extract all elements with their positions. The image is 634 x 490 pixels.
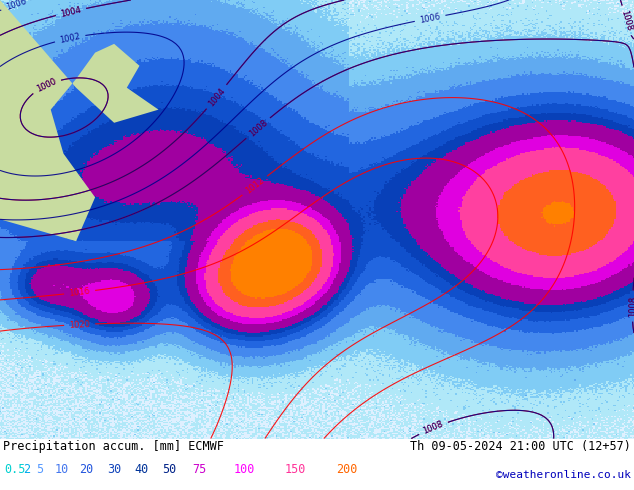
Text: 10: 10 [55,463,69,476]
Text: 1008: 1008 [628,295,634,317]
Text: 0.5: 0.5 [4,463,25,476]
Text: 75: 75 [192,463,206,476]
Text: 1004: 1004 [60,5,82,19]
Text: 1000: 1000 [35,77,58,94]
Text: 1008: 1008 [422,419,445,436]
Text: 1004: 1004 [60,5,82,19]
Text: 1008: 1008 [247,118,269,138]
Text: 1002: 1002 [59,32,81,45]
Text: 1008: 1008 [619,9,633,32]
Text: 20: 20 [79,463,93,476]
Text: 1016: 1016 [68,287,91,298]
Text: 1008: 1008 [628,295,634,317]
Text: 1004: 1004 [207,86,227,108]
Text: 1008: 1008 [619,9,633,32]
Text: ©weatheronline.co.uk: ©weatheronline.co.uk [496,470,631,480]
Text: 1000: 1000 [35,77,58,94]
Text: 2: 2 [23,463,30,476]
Text: 1012: 1012 [244,176,266,196]
Text: 5: 5 [36,463,43,476]
Text: 50: 50 [162,463,176,476]
Text: 40: 40 [134,463,148,476]
Text: Precipitation accum. [mm] ECMWF: Precipitation accum. [mm] ECMWF [3,440,224,453]
Polygon shape [0,0,158,241]
Text: 1008: 1008 [422,419,445,436]
Text: 1004: 1004 [207,86,227,108]
Text: 30: 30 [107,463,121,476]
Text: 1008: 1008 [247,118,269,138]
Text: 1006: 1006 [4,0,27,12]
Text: 150: 150 [285,463,306,476]
Text: 100: 100 [234,463,256,476]
Text: 1020: 1020 [69,319,91,330]
Text: Th 09-05-2024 21:00 UTC (12+57): Th 09-05-2024 21:00 UTC (12+57) [410,440,631,453]
Text: 1006: 1006 [419,12,441,25]
Text: 200: 200 [336,463,358,476]
